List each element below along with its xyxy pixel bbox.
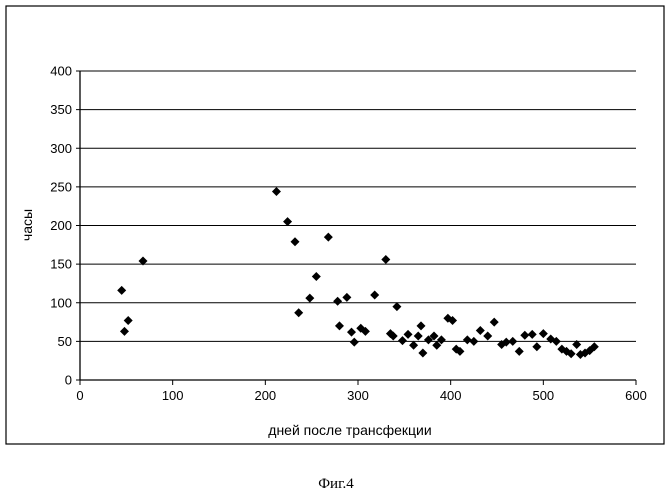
y-tick-label-8: 400	[50, 64, 72, 79]
y-tick-label-0: 0	[65, 373, 72, 388]
x-tick-label-1: 100	[162, 388, 184, 403]
y-tick-label-2: 100	[50, 295, 72, 310]
x-tick-label-4: 400	[440, 388, 462, 403]
x-tick-label-3: 300	[347, 388, 369, 403]
x-tick-label-0: 0	[76, 388, 83, 403]
figure-caption: Фиг.4	[318, 476, 354, 492]
y-tick-label-4: 200	[50, 218, 72, 233]
x-tick-label-2: 200	[254, 388, 276, 403]
y-tick-label-7: 350	[50, 102, 72, 117]
y-tick-label-6: 300	[50, 141, 72, 156]
x-axis-label: дней после трансфекции	[268, 422, 431, 438]
y-tick-label-5: 250	[50, 179, 72, 194]
x-tick-label-5: 500	[532, 388, 554, 403]
x-tick-label-6: 600	[625, 388, 647, 403]
y-tick-label-1: 50	[58, 334, 72, 349]
y-tick-label-3: 150	[50, 257, 72, 272]
y-axis-label: часы	[19, 209, 35, 241]
